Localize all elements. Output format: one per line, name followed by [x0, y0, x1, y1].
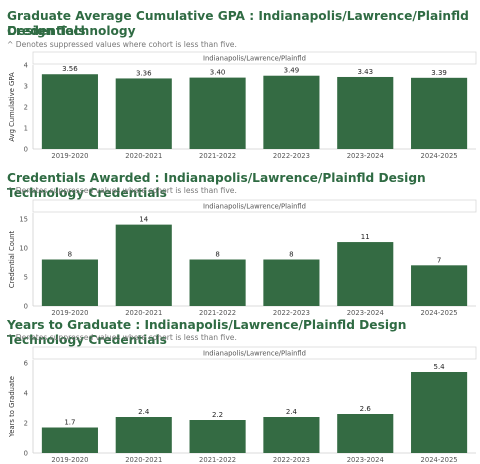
credentials-suppression-note: ^ Denotes suppressed values where cohort…: [7, 186, 237, 195]
years-suppression-note: ^ Denotes suppressed values where cohort…: [7, 333, 237, 342]
credentials-title: Credentials Awarded : Indianapolis/Lawre…: [7, 171, 426, 200]
bar-2021-2022: [189, 420, 246, 453]
x-tick-label: 2022-2023: [273, 309, 310, 317]
bar-2019-2020: [41, 259, 98, 306]
x-tick-label: 2019-2020: [51, 152, 88, 160]
gpa-suppression-note: ^ Denotes suppressed values where cohort…: [7, 40, 237, 49]
x-tick-label: 2021-2022: [199, 152, 236, 160]
bar-2019-2020: [41, 427, 98, 453]
bar-2021-2022: [189, 259, 246, 306]
bar-value-label: 3.40: [210, 69, 226, 77]
bar-value-label: 3.56: [62, 65, 78, 73]
bar-value-label: 2.4: [138, 408, 150, 416]
bar-2019-2020: [41, 74, 98, 149]
y-tick-label: 10: [19, 244, 28, 252]
chart-header-band: [32, 346, 477, 360]
gpa-title-line1: Graduate Average Cumulative GPA : Indian…: [7, 9, 469, 38]
years-chart: Indianapolis/Lawrence/Plainfld 0 2 4 6 Years …: [8, 346, 477, 464]
y-tick-label: 1: [24, 125, 28, 133]
y-axis-title: Avg Cumulative GPA: [8, 72, 16, 142]
y-tick-label: 4: [24, 390, 28, 398]
x-tick-label: 2022-2023: [273, 152, 310, 160]
y-tick-label: 4: [24, 62, 28, 70]
y-tick-label: 0: [24, 450, 28, 458]
x-tick-label: 2023-2024: [347, 152, 384, 160]
bar-2020-2021: [115, 78, 172, 149]
x-tick-label: 2019-2020: [51, 456, 88, 464]
bar-value-label: 3.43: [357, 68, 373, 76]
bar-2024-2025: [411, 77, 468, 149]
x-tick-label: 2020-2021: [125, 456, 162, 464]
x-tick-label: 2020-2021: [125, 152, 162, 160]
chart-header: Indianapolis/Lawrence/Plainfld: [203, 350, 306, 358]
y-tick-label: 2: [24, 104, 28, 112]
bar-value-label: 5.4: [434, 363, 446, 371]
bar-value-label: 2.4: [286, 408, 298, 416]
bar-value-label: 11: [361, 233, 370, 241]
y-axis-title: Credential Count: [8, 231, 16, 289]
bar-value-label: 2.2: [212, 411, 223, 419]
y-tick-label: 5: [24, 273, 28, 281]
bar-value-label: 2.6: [360, 405, 372, 413]
y-tick-label: 15: [19, 215, 28, 223]
x-tick-label: 2019-2020: [51, 309, 88, 317]
bar-value-label: 7: [437, 256, 441, 264]
x-tick-label: 2024-2025: [421, 309, 458, 317]
chart-header: Indianapolis/Lawrence/Plainfld: [203, 55, 306, 63]
gpa-section: Graduate Average Cumulative GPA : Indian…: [0, 0, 480, 160]
gpa-title-line2: Credentials: [7, 24, 86, 38]
bar-2022-2023: [263, 259, 320, 306]
bar-2022-2023: [263, 75, 320, 149]
bar-2024-2025: [411, 372, 468, 453]
bar-2024-2025: [411, 265, 468, 306]
x-tick-label: 2024-2025: [421, 152, 458, 160]
chart-header-band: [32, 51, 477, 65]
bar-2023-2024: [337, 76, 394, 149]
bar-value-label: 8: [289, 251, 293, 259]
x-tick-label: 2022-2023: [273, 456, 310, 464]
bar-value-label: 8: [68, 251, 72, 259]
bar-value-label: 3.39: [431, 69, 447, 77]
x-tick-label: 2021-2022: [199, 309, 236, 317]
bar-value-label: 3.49: [284, 67, 300, 75]
bar-value-label: 14: [139, 216, 148, 224]
x-tick-label: 2021-2022: [199, 456, 236, 464]
years-title: Years to Graduate : Indianapolis/Lawrenc…: [7, 318, 407, 347]
bar-2020-2021: [115, 417, 172, 453]
x-tick-label: 2023-2024: [347, 456, 384, 464]
gpa-chart: Indianapolis/Lawrence/Plainfld 0 1 2 3 4 Avg C…: [8, 51, 477, 160]
bar-value-label: 1.7: [64, 419, 75, 427]
bar-value-label: 3.36: [136, 69, 152, 77]
bar-2023-2024: [337, 414, 394, 453]
bar-value-label: 8: [215, 251, 219, 259]
bar-2023-2024: [337, 242, 394, 306]
y-axis-title: Years to Graduate: [8, 376, 16, 438]
y-tick-label: 0: [24, 303, 28, 311]
x-tick-label: 2023-2024: [347, 309, 384, 317]
x-tick-label: 2020-2021: [125, 309, 162, 317]
bar-2021-2022: [189, 77, 246, 149]
y-tick-label: 3: [24, 83, 28, 91]
years-section: Years to Graduate : Indianapolis/Lawrenc…: [0, 313, 480, 464]
x-tick-label: 2024-2025: [421, 456, 458, 464]
bar-2022-2023: [263, 417, 320, 453]
bar-2020-2021: [115, 224, 172, 306]
chart-header-band: [32, 199, 477, 213]
y-tick-label: 0: [24, 146, 28, 154]
credentials-section: Credentials Awarded : Indianapolis/Lawre…: [0, 165, 480, 317]
credentials-chart: Indianapolis/Lawrence/Plainfld 0 5 10 15Cred…: [8, 199, 477, 317]
y-tick-label: 2: [24, 420, 28, 428]
chart-header: Indianapolis/Lawrence/Plainfld: [203, 203, 306, 211]
y-tick-label: 6: [24, 360, 28, 368]
